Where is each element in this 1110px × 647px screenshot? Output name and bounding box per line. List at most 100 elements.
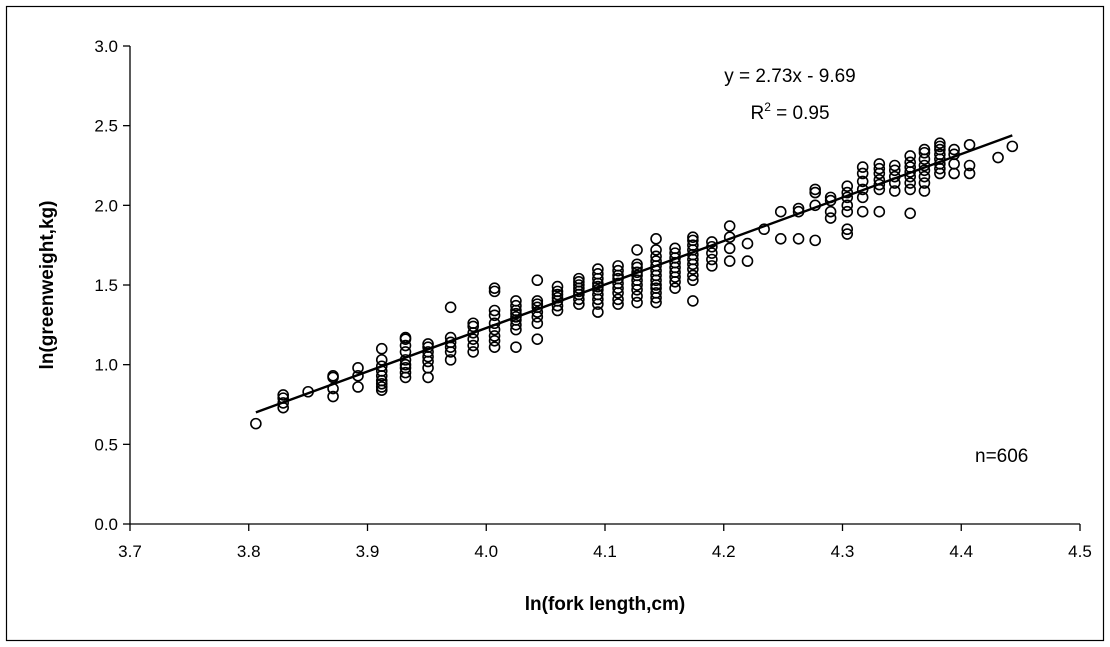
data-point (444, 354, 457, 366)
y-tick-label: 3.0 (94, 37, 118, 56)
data-point (741, 255, 754, 267)
data-point (352, 362, 364, 374)
data-point (488, 304, 501, 317)
data-point (277, 397, 289, 409)
data-point (856, 175, 869, 188)
r-squared-superscript: 2 (764, 100, 771, 114)
data-point (1006, 140, 1019, 153)
data-point (531, 274, 544, 287)
data-point (904, 150, 916, 162)
data-point (551, 285, 564, 298)
data-point (399, 339, 412, 352)
data-point (873, 158, 886, 170)
data-point (631, 290, 643, 302)
data-point (669, 242, 681, 255)
data-point (841, 199, 854, 212)
data-point (467, 339, 479, 352)
data-point (531, 333, 544, 345)
data-point (841, 223, 854, 236)
data-point (888, 159, 901, 172)
data-point (592, 268, 604, 280)
data-point (327, 390, 339, 403)
data-point (723, 255, 736, 267)
data-point (918, 177, 931, 189)
data-point (488, 285, 501, 298)
data-point (650, 287, 662, 299)
y-tick-label: 0.0 (94, 515, 118, 534)
data-point (792, 232, 805, 245)
data-point (422, 362, 434, 374)
data-point (934, 137, 946, 149)
data-point (612, 293, 624, 306)
data-point (841, 205, 854, 218)
data-point (918, 146, 931, 159)
data-point (592, 306, 604, 318)
data-point (510, 299, 522, 312)
data-point (918, 170, 931, 183)
data-point (809, 186, 821, 199)
x-tick-label: 4.0 (474, 542, 498, 561)
data-point (510, 311, 522, 323)
data-point (706, 236, 718, 248)
data-point (467, 317, 479, 330)
data-point (841, 180, 854, 193)
data-point (510, 307, 522, 320)
data-point (375, 354, 388, 366)
data-point (841, 228, 854, 240)
data-point (488, 309, 501, 322)
r-squared-value: = 0.95 (771, 103, 830, 124)
x-tick-label: 4.5 (1068, 542, 1092, 561)
data-point (488, 341, 501, 353)
sample-size-label: n=606 (975, 446, 1028, 467)
y-tick-label: 1.5 (94, 276, 118, 295)
data-point (873, 162, 886, 175)
data-point (963, 159, 976, 172)
data-point (650, 282, 662, 294)
data-point (650, 244, 662, 256)
data-point (573, 272, 585, 285)
data-point (687, 274, 699, 287)
trendline-equation: y = 2.73x - 9.69 (724, 66, 856, 87)
data-point (687, 234, 699, 247)
chart-frame (5, 5, 1105, 642)
data-point (631, 274, 643, 287)
data-point (488, 282, 501, 294)
data-point (510, 295, 522, 307)
data-point (856, 191, 869, 204)
data-point (873, 205, 886, 218)
data-point (650, 232, 662, 245)
data-point (467, 333, 479, 345)
data-point (250, 417, 262, 430)
r-squared-label: R2 = 0.95 (750, 100, 829, 124)
x-tick-label: 3.9 (356, 542, 380, 561)
x-tick-label: 4.3 (831, 542, 855, 561)
data-point (809, 234, 821, 247)
data-point (856, 161, 869, 173)
data-point (592, 263, 604, 275)
data-point (631, 266, 643, 279)
data-point (551, 280, 564, 293)
x-axis-ticks: 3.7 3.8 3.9 4.0 4.1 4.2 4.3 4.4 4.5 (118, 524, 1092, 561)
x-tick-label: 4.4 (949, 542, 973, 561)
data-point (706, 260, 718, 272)
data-point (774, 205, 787, 218)
data-point (723, 220, 736, 232)
data-point (934, 143, 946, 156)
data-point (669, 282, 681, 294)
data-point (612, 264, 624, 277)
data-point (687, 269, 699, 282)
data-point (612, 260, 624, 272)
data-point (444, 331, 457, 344)
data-point (904, 207, 916, 220)
data-point (888, 164, 901, 177)
data-point (510, 341, 522, 353)
data-point (551, 288, 564, 301)
data-point (531, 317, 544, 330)
data-point (510, 319, 522, 331)
data-point (650, 250, 662, 263)
data-point (612, 277, 624, 290)
data-point (904, 177, 916, 189)
data-point (488, 330, 501, 342)
